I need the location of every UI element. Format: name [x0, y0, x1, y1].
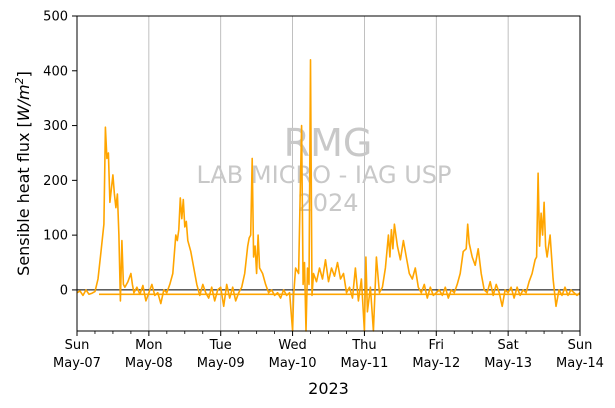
x-tick-label-day: Tue: [209, 338, 232, 353]
series-line-sensible-heat-flux: [76, 58, 581, 332]
x-tick-label-day: Wed: [278, 338, 306, 353]
y-tick-label: 200: [43, 174, 68, 189]
x-tick-label-day: Thu: [351, 338, 376, 353]
y-tick-label: 500: [43, 10, 68, 25]
y-axis-title-unit-exponent: 2: [13, 77, 26, 84]
watermark: RMG LAB MICRO - IAG USP 2024: [196, 121, 451, 217]
x-tick-label-day: Sat: [497, 338, 518, 353]
y-tick-label: 0: [60, 283, 68, 298]
x-tick-label-date: May-11: [340, 356, 388, 371]
x-axis-title: 2023: [308, 379, 349, 398]
x-tick-label-date: May-12: [412, 356, 460, 371]
x-tick-label-day: Sun: [568, 338, 593, 353]
y-axis-title-unit: W/m: [14, 84, 33, 121]
y-axis-title-close: ]: [14, 71, 33, 77]
watermark-line-3: 2024: [297, 189, 358, 217]
x-tick-label-date: May-07: [53, 356, 101, 371]
grid-lines: [148, 16, 509, 331]
x-tick-label-date: May-10: [269, 356, 317, 371]
watermark-line-2: LAB MICRO - IAG USP: [196, 161, 451, 189]
x-tick-label-date: May-09: [197, 356, 245, 371]
x-axis: Sun May-07 Mon May-08 Tue May-09 Wed May-10 Thu M…: [53, 331, 604, 371]
x-tick-label-day: Mon: [135, 338, 162, 353]
x-tick-label-date: May-13: [484, 356, 532, 371]
x-tick-label-day: Fri: [429, 338, 445, 353]
y-axis-title-text: Sensible heat flux [: [14, 121, 33, 276]
y-tick-label: 300: [43, 119, 68, 134]
x-tick-label-date: May-08: [125, 356, 173, 371]
y-axis: 0 100 200 300 400 500: [43, 10, 77, 298]
y-tick-label: 400: [43, 64, 68, 79]
y-tick-label: 100: [43, 229, 68, 244]
watermark-line-1: RMG: [284, 121, 373, 165]
x-tick-label-day: Sun: [65, 338, 90, 353]
y-axis-title: Sensible heat flux [W/m2]: [13, 71, 33, 276]
x-tick-label-date: May-14: [556, 356, 604, 371]
